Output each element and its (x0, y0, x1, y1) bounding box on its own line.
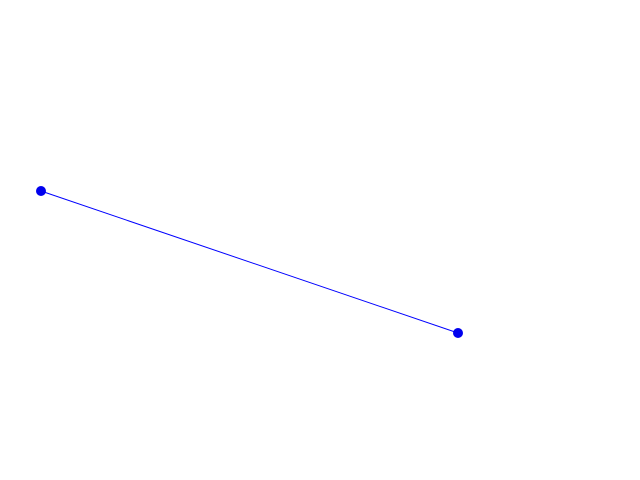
endpoint-handle[interactable] (36, 186, 46, 196)
line-segment (40, 190, 459, 334)
endpoint-handle[interactable] (453, 328, 463, 338)
